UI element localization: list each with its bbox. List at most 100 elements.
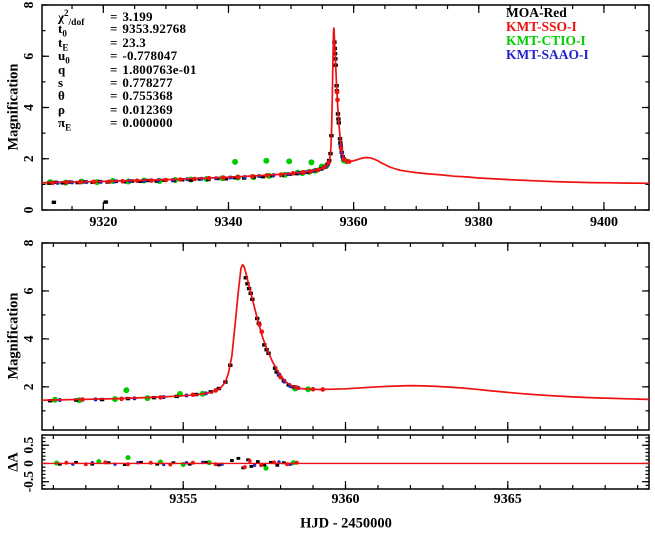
data-point xyxy=(286,383,291,387)
data-point xyxy=(260,174,266,179)
model-curve xyxy=(42,27,649,185)
data-point xyxy=(249,464,254,468)
equals-sign: = xyxy=(110,101,118,117)
fit-parameter-list: χ2/dof = 3.199 t0 = 9353.92768 tE = 23.3 u0 = -0.77… xyxy=(58,8,197,133)
y-axis-label-residual: ΔA xyxy=(5,452,22,472)
fit-parameter-row: tE = 23.3 xyxy=(58,34,197,53)
data-point xyxy=(139,460,143,464)
parameter-symbol: θ xyxy=(58,88,65,104)
y-axis-label-top: Magnification xyxy=(5,63,22,151)
data-point xyxy=(242,465,247,470)
data-point xyxy=(274,370,279,374)
data-point xyxy=(138,179,143,183)
equals-sign: = xyxy=(110,9,118,25)
fit-parameter-row: t0 = 9353.92768 xyxy=(58,21,197,39)
x-tick-label: 9355 xyxy=(169,492,197,507)
parameter-value: 3.199 xyxy=(122,9,153,25)
panel-magnification-full: 9320 9340 9360 9380 9400 0 2 4 6 8 xyxy=(21,1,650,230)
y-tick-label: 0 xyxy=(21,206,36,213)
equals-sign: = xyxy=(110,34,118,50)
data-point xyxy=(259,463,264,468)
x-tick-label: 9320 xyxy=(89,215,117,230)
data-point xyxy=(122,463,127,466)
data-point xyxy=(247,458,252,463)
parameter-symbol: πE xyxy=(58,115,72,133)
parameter-symbol: u0 xyxy=(58,48,70,66)
parameter-value: 0.012369 xyxy=(122,101,173,117)
data-point xyxy=(74,460,78,464)
panel-data-magnification-zoom xyxy=(28,263,649,404)
data-point xyxy=(217,463,221,467)
equals-sign: = xyxy=(110,21,118,37)
y-tick-label: 4 xyxy=(21,335,36,342)
data-point xyxy=(125,455,131,461)
y-tick-label: 6 xyxy=(21,53,36,60)
equals-sign: = xyxy=(110,48,118,64)
y-tick-label: 8 xyxy=(21,239,36,246)
y-tick-label: 0.5 xyxy=(21,437,36,454)
parameter-symbol: t0 xyxy=(58,21,67,39)
data-point xyxy=(268,460,273,464)
legend-item: KMT-SSO-I xyxy=(506,19,577,34)
y-tick-label: 8 xyxy=(21,1,36,8)
data-point xyxy=(103,200,109,204)
fit-parameter-row: θ = 0.755368 xyxy=(58,88,197,104)
data-point xyxy=(51,200,57,205)
legend-item: KMT-SAAO-I xyxy=(506,47,589,62)
axes-box xyxy=(41,242,650,431)
x-tick-label: 9340 xyxy=(214,215,242,230)
data-point xyxy=(204,460,208,464)
data-point xyxy=(171,461,176,465)
parameter-symbol: s xyxy=(58,74,64,90)
equals-sign: = xyxy=(110,88,118,104)
series-MOA-Red xyxy=(47,276,296,403)
data-point xyxy=(262,343,267,347)
y-axis-label-zoom: Magnification xyxy=(5,292,22,380)
data-point xyxy=(252,463,257,467)
panel-residual: 9355 9360 9365 0.5 0 -0.5 xyxy=(21,434,650,507)
x-tick-label: 9360 xyxy=(340,215,368,230)
model-curve xyxy=(42,263,649,402)
x-tick-label: 9360 xyxy=(332,492,360,507)
data-point xyxy=(255,460,260,464)
equals-sign: = xyxy=(110,74,118,90)
data-point xyxy=(57,462,62,466)
legend: MOA-Red KMT-SSO-I KMT-CTIO-I KMT-SAAO-I xyxy=(506,6,589,62)
series-MOA-Red xyxy=(57,456,293,470)
parameter-symbol: χ2/dof xyxy=(58,8,85,28)
parameter-value: 9353.92768 xyxy=(122,21,187,37)
fit-parameter-row: χ2/dof = 3.199 xyxy=(58,8,197,28)
series-KMT-SAAO-I xyxy=(57,372,301,403)
x-axis-label: HJD - 2450000 xyxy=(300,515,392,532)
data-point xyxy=(232,158,239,165)
data-point xyxy=(155,462,160,466)
parameter-value: 1.800763e-01 xyxy=(122,61,197,77)
y-tick-label: 6 xyxy=(21,287,36,294)
data-point xyxy=(243,276,249,280)
data-point xyxy=(123,387,130,394)
fit-parameter-row: πE = 0.000000 xyxy=(58,115,197,133)
equals-sign: = xyxy=(110,115,118,131)
data-point xyxy=(286,158,293,165)
data-point xyxy=(28,398,33,403)
series-KMT-CTIO-I xyxy=(51,385,312,404)
data-point xyxy=(262,463,267,467)
y-tick-label: 2 xyxy=(21,383,36,390)
fit-parameter-row: u0 = -0.778047 xyxy=(58,48,197,66)
data-point xyxy=(187,462,192,466)
equals-sign: = xyxy=(110,61,118,77)
data-point xyxy=(154,179,159,183)
y-tick-label: -0.5 xyxy=(21,471,36,493)
panel-data-residual xyxy=(42,455,649,471)
data-point xyxy=(246,458,250,462)
data-point xyxy=(223,177,229,181)
parameter-symbol: tE xyxy=(58,34,69,53)
data-point xyxy=(236,456,241,460)
panel-magnification-zoom: 2 4 6 8 xyxy=(21,239,650,431)
parameter-value: 23.3 xyxy=(122,34,146,50)
panel-data-magnification-full xyxy=(42,27,649,205)
data-point xyxy=(308,159,315,166)
data-point xyxy=(263,157,270,164)
